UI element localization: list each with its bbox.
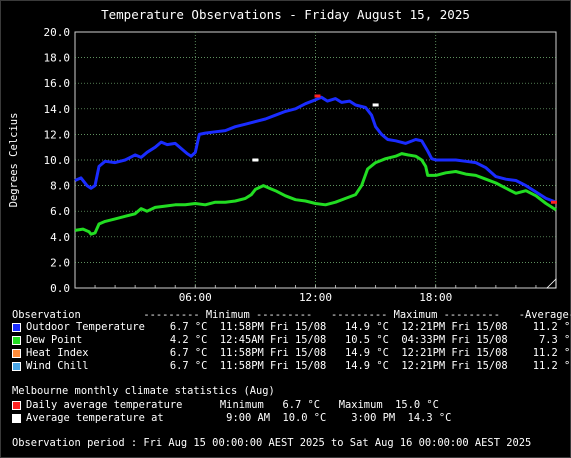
- summary-header: Observation --------- Minimum --------- …: [12, 309, 571, 321]
- grid: [75, 32, 556, 288]
- summary-row-outdoor-temperature: Outdoor Temperature 6.7 °C 11:58PM Fri 1…: [26, 321, 571, 333]
- y-tick-label: 8.0: [50, 180, 70, 193]
- marker-daily-avg-temp-min: [550, 200, 557, 204]
- y-tick-label: 2.0: [50, 256, 70, 269]
- swatch-dew-point: [12, 336, 21, 345]
- series-line-dew-point: [74, 152, 557, 236]
- climate-markers: [252, 94, 557, 204]
- series-lines: [74, 95, 557, 236]
- summary-row-dew-point: Dew Point 4.2 °C 12:45AM Fri 15/08 10.5 …: [26, 334, 571, 346]
- chart-title: Temperature Observations - Friday August…: [101, 7, 470, 22]
- y-tick-label: 0.0: [50, 282, 70, 295]
- y-tick-label: 16.0: [44, 77, 71, 90]
- climate-header: Melbourne monthly climate statistics (Au…: [12, 385, 275, 397]
- swatch-heat-index: [12, 349, 21, 358]
- marker-avg-temp-3pm: [372, 103, 379, 107]
- y-axis-ticks: 0.0 2.0 4.0 6.0 8.0 10.0 12.0 14.0 16.0 18.0 20.0: [44, 26, 71, 295]
- marker-avg-temp-9am: [252, 158, 259, 162]
- corner-resize-icon: [546, 278, 557, 289]
- y-tick-label: 20.0: [44, 26, 71, 39]
- climate-row-daily-average: Daily average temperature Minimum 6.7 °C…: [26, 399, 439, 411]
- y-tick-label: 10.0: [44, 154, 71, 167]
- x-tick-label: 18:00: [419, 291, 452, 304]
- observation-period: Observation period : Fri Aug 15 00:00:00…: [12, 437, 532, 449]
- x-axis-ticks: 06:00 12:00 18:00: [94, 285, 537, 304]
- x-tick-label: 12:00: [299, 291, 332, 304]
- y-tick-label: 12.0: [44, 128, 71, 141]
- swatch-daily-average: [12, 401, 21, 410]
- climate-row-average-at: Average temperature at 9:00 AM 10.0 °C 3…: [26, 412, 452, 424]
- summary-row-wind-chill: Wind Chill 6.7 °C 11:58PM Fri 15/08 14.9…: [26, 360, 571, 372]
- y-tick-label: 4.0: [50, 231, 70, 244]
- marker-daily-avg-temp-max: [314, 94, 321, 98]
- swatch-outdoor-temperature: [12, 323, 21, 332]
- x-tick-label: 06:00: [179, 291, 212, 304]
- swatch-average-at: [12, 414, 21, 423]
- y-tick-label: 14.0: [44, 103, 71, 116]
- summary-row-heat-index: Heat Index 6.7 °C 11:58PM Fri 15/08 14.9…: [26, 347, 571, 359]
- y-axis-label: Degrees Celcius: [8, 113, 20, 208]
- series-line-outdoor-temperature: [74, 95, 557, 204]
- y-tick-label: 18.0: [44, 52, 71, 65]
- swatch-wind-chill: [12, 362, 21, 371]
- y-tick-label: 6.0: [50, 205, 70, 218]
